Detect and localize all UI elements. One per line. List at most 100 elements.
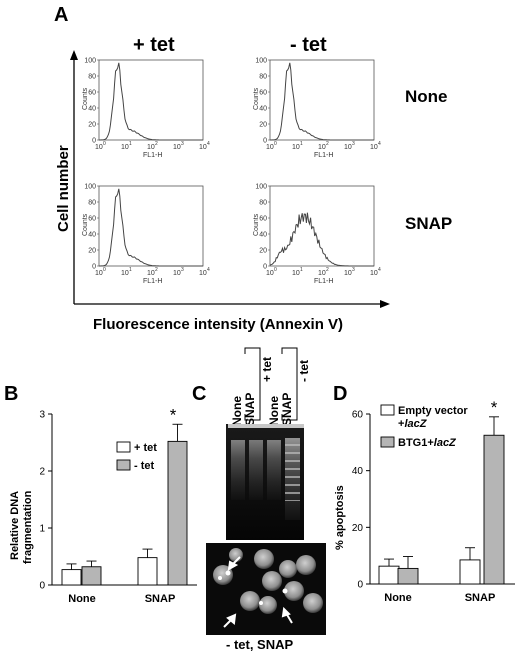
hist-ytick-label: 20: [259, 248, 267, 255]
bar: [397, 567, 419, 585]
dna-fragmentation-chart: 0 1 2 3 None SNAP Relative DNA fragmentation + t…: [9, 405, 197, 605]
hist-xlabel: FL1-H: [143, 278, 162, 285]
hist-xtick-exponent: 0: [274, 141, 277, 147]
hist-ytick-label: 40: [88, 106, 96, 113]
y-tick-label: 20: [352, 523, 364, 534]
hist-xlabel: FL1-H: [314, 278, 333, 285]
hist-curve: [270, 62, 374, 141]
lane-label-none-1: None: [230, 396, 244, 426]
bar: [61, 569, 82, 586]
hist-curve: [99, 188, 203, 267]
y-tick-label: 3: [39, 410, 45, 421]
hist-ytick-label: 80: [88, 200, 96, 207]
cell-number-label: Cell number: [55, 145, 72, 232]
hist-xtick-label: 10: [266, 144, 274, 151]
hist-xtick-label: 10: [173, 270, 181, 277]
panel-c-letter: C: [192, 383, 207, 405]
y-tick-label: 60: [352, 410, 364, 421]
hist-xtick-exponent: 2: [155, 267, 158, 273]
hist-xtick-exponent: 2: [326, 141, 329, 147]
hist-xtick-exponent: 1: [300, 267, 303, 273]
legend-swatch-minus-tet: [116, 459, 131, 471]
lane-label-none-2: None: [267, 396, 281, 426]
y-tick-label: 2: [39, 467, 45, 478]
row-header-none: None: [405, 87, 448, 106]
y-axis-label-line2: fragmentation: [22, 490, 34, 564]
hist-xtick-exponent: 4: [378, 141, 381, 147]
hist-ytick-label: 0: [92, 264, 96, 271]
hist-ytick-label: 20: [259, 122, 267, 129]
hist-xtick-exponent: 0: [103, 267, 106, 273]
col-header-minus-tet: - tet: [290, 34, 327, 56]
y-axis-label: % apoptosis: [334, 485, 346, 550]
hist-xtick-label: 10: [318, 144, 326, 151]
y-tick-label: 0: [39, 581, 45, 592]
hist-xtick-label: 10: [292, 270, 300, 277]
hist-ytick-label: 40: [259, 106, 267, 113]
hist-xtick-exponent: 4: [378, 267, 381, 273]
nuclei-micrograph: [206, 543, 326, 635]
hist-ytick-label: 100: [84, 58, 96, 65]
hist-curve: [99, 62, 203, 141]
hist-xtick-label: 10: [344, 144, 352, 151]
hist-ytick-label: 40: [259, 232, 267, 239]
arrow-icons: [223, 556, 293, 628]
hist-xtick-label: 10: [266, 270, 274, 277]
hist-xtick-label: 10: [147, 144, 155, 151]
col-header-plus-tet: + tet: [133, 34, 175, 56]
hist-xtick-label: 10: [173, 144, 181, 151]
legend-label-btg1: BTG1+lacZ: [398, 437, 457, 449]
row-header-snap: SNAP: [405, 214, 453, 233]
micrograph-caption: - tet, SNAP: [226, 637, 294, 652]
hist-xtick-exponent: 0: [274, 267, 277, 273]
hist-frame: [269, 185, 375, 267]
hist-curve: [269, 212, 374, 267]
cell-nuclei: [213, 548, 323, 614]
hist-xtick-exponent: 2: [155, 141, 158, 147]
hist-xtick-label: 10: [121, 144, 129, 151]
legend-label-lacz-line: +lacZ: [398, 418, 428, 430]
legend-label-empty-vector: Empty vector: [398, 405, 468, 417]
hist-xlabel: FL1-H: [143, 152, 162, 159]
hist-ytick-label: 60: [88, 216, 96, 223]
hist-xtick-label: 10: [199, 270, 207, 277]
bar: [167, 440, 188, 586]
hist-ytick-label: 40: [88, 232, 96, 239]
hist-xtick-label: 10: [95, 270, 103, 277]
hist-ytick-label: 100: [84, 184, 96, 191]
hist-xtick-exponent: 3: [352, 141, 355, 147]
hist-ytick-label: 20: [88, 122, 96, 129]
hist-xtick-exponent: 3: [181, 267, 184, 273]
hist-xtick-label: 10: [199, 144, 207, 151]
hist-ytick-label: 80: [259, 200, 267, 207]
hist-ytick-label: 0: [263, 264, 267, 271]
lane-label-snap-1: SNAP: [243, 393, 257, 426]
lane-label-snap-2: SNAP: [280, 393, 294, 426]
y-axis-arrowhead: [70, 50, 78, 60]
x-axis-arrowhead: [380, 300, 390, 308]
legend-swatch-btg1: [380, 436, 395, 448]
hist-xtick-exponent: 2: [326, 267, 329, 273]
y-tick-label: 1: [39, 524, 45, 535]
hist-xtick-label: 10: [147, 270, 155, 277]
hist-ylabel: Counts: [253, 213, 260, 236]
hist-ytick-label: 60: [259, 90, 267, 97]
gel-lane-3: [267, 440, 281, 500]
legend-label-plus-tet: + tet: [134, 442, 157, 454]
hist-ytick-label: 100: [255, 58, 267, 65]
bar: [81, 566, 102, 586]
hist-xtick-exponent: 4: [207, 141, 210, 147]
category-label: SNAP: [465, 592, 496, 604]
y-axis-label: Relative DNA: [9, 491, 21, 560]
hist-ytick-label: 100: [255, 184, 267, 191]
bar: [137, 557, 158, 586]
gel-lane-2: [249, 440, 263, 500]
significance-star: *: [170, 405, 177, 424]
y-tick-label: 0: [357, 580, 363, 591]
hist-ytick-label: 0: [263, 138, 267, 145]
legend-label-minus-tet: - tet: [134, 460, 155, 472]
